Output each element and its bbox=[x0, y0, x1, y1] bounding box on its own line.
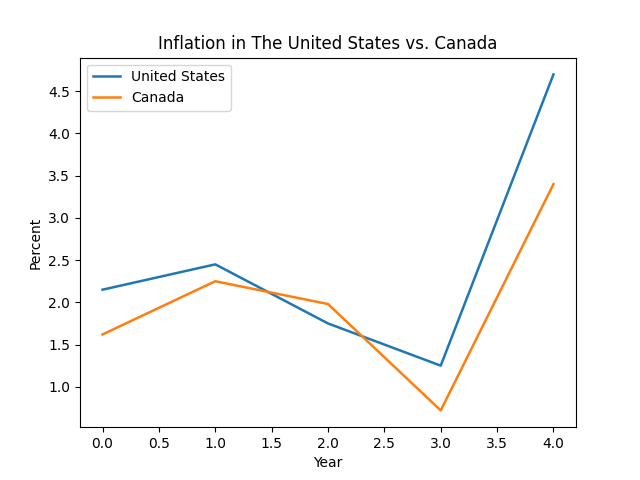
United States bbox=[99, 287, 106, 292]
United States bbox=[211, 262, 219, 267]
Canada bbox=[550, 181, 557, 187]
United States bbox=[437, 363, 445, 369]
Line: Canada: Canada bbox=[102, 184, 554, 410]
United States bbox=[324, 321, 332, 326]
Legend: United States, Canada: United States, Canada bbox=[87, 64, 231, 110]
Y-axis label: Percent: Percent bbox=[29, 216, 43, 268]
Title: Inflation in The United States vs. Canada: Inflation in The United States vs. Canad… bbox=[158, 35, 498, 53]
Canada bbox=[437, 408, 445, 413]
Line: United States: United States bbox=[102, 74, 554, 366]
United States bbox=[550, 72, 557, 77]
Canada bbox=[211, 278, 219, 284]
Canada bbox=[324, 301, 332, 307]
X-axis label: Year: Year bbox=[314, 456, 342, 470]
Canada bbox=[99, 332, 106, 337]
